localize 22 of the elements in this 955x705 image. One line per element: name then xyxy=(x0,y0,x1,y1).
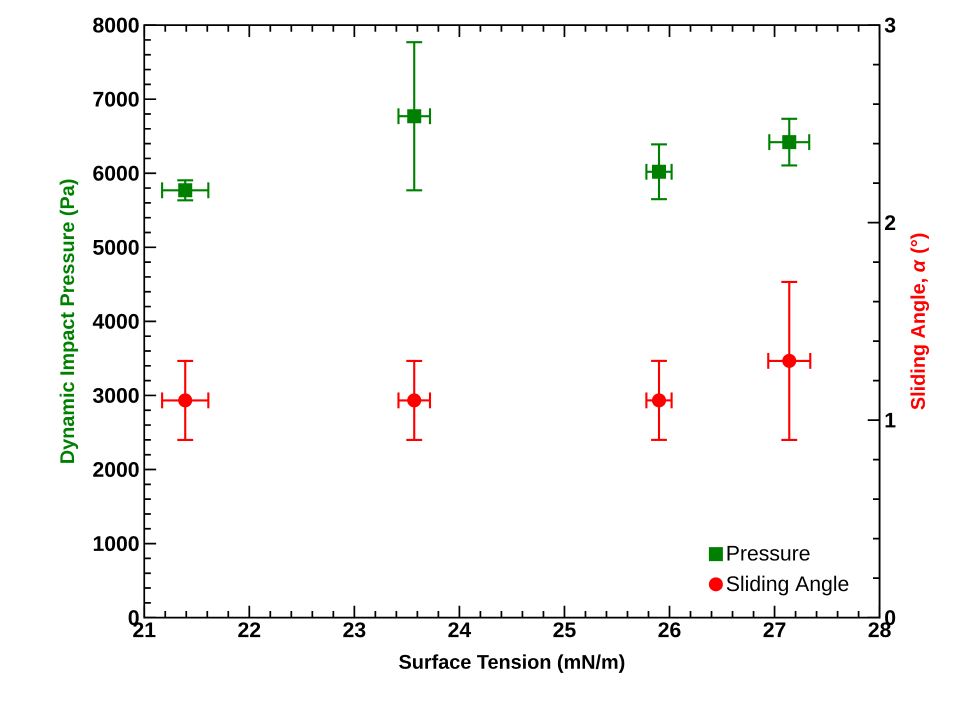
y-tick-label: 1000 xyxy=(94,536,139,552)
legend-label: Sliding Angle xyxy=(726,576,848,596)
x-tick-label: 24 xyxy=(448,622,472,638)
y-tick-label: 7000 xyxy=(93,92,139,107)
x-tick-label: 25 xyxy=(553,622,576,638)
y-tick-label: 6000 xyxy=(93,166,139,181)
y-tick-label: 8000 xyxy=(93,18,139,33)
y2-axis-title: Sliding Angle, α (°) xyxy=(910,234,930,410)
x-axis-title: Surface Tension (mN/m) xyxy=(399,654,624,673)
y2-tick-label: 1 xyxy=(886,412,896,428)
y-tick-label: 2000 xyxy=(93,462,139,478)
legend-label: Pressure xyxy=(728,546,810,561)
y-axis-title: Dynamic Impact Pressure (Pa) xyxy=(60,180,78,463)
y-tick-label: 5000 xyxy=(93,240,139,255)
y2-tick-label: 3 xyxy=(884,18,896,33)
x-tick-label: 22 xyxy=(238,622,260,638)
y2-tick-label: 2 xyxy=(885,215,896,230)
x-tick-label: 26 xyxy=(658,622,680,638)
y-tick-label: 3000 xyxy=(92,388,139,403)
y-tick-label: 4000 xyxy=(92,314,139,329)
x-tick-label: 23 xyxy=(343,622,366,638)
x-tick-label: 27 xyxy=(764,622,786,638)
